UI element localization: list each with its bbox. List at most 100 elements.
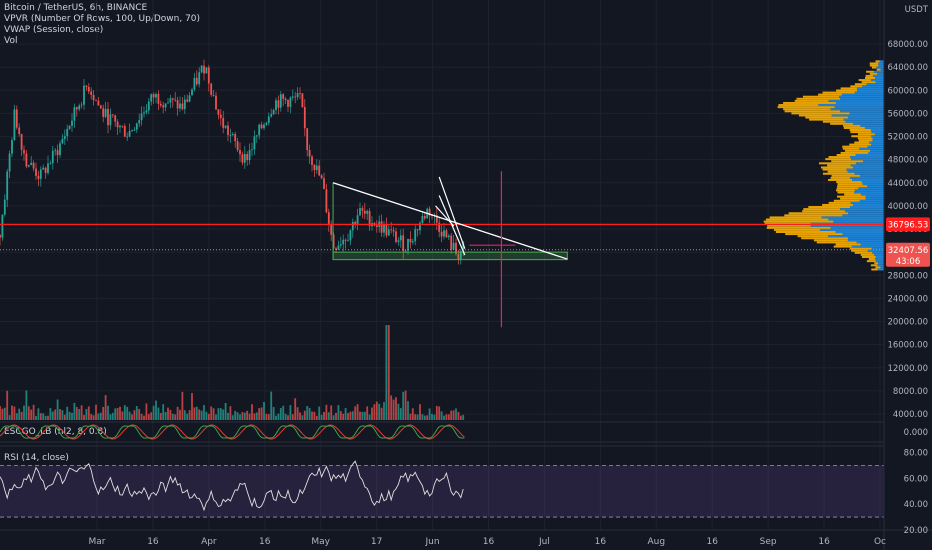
vp-bar-down — [857, 137, 873, 140]
vp-bar-up — [810, 222, 884, 225]
candle-body — [186, 99, 189, 102]
vp-bar-up — [874, 133, 884, 136]
candle-body — [157, 94, 160, 104]
volume-bar — [114, 408, 117, 420]
vp-bar-up — [876, 66, 884, 69]
vp-bar-down — [822, 172, 855, 175]
vp-bar-up — [854, 191, 884, 194]
vp-bar-down — [783, 101, 836, 104]
volume-bar — [241, 412, 244, 420]
chart-title[interactable]: Bitcoin / TetherUS, 6h, BINANCE — [4, 3, 148, 13]
candle-body — [167, 102, 169, 104]
candle-body — [243, 154, 246, 163]
y-tick-label: 56000.00 — [887, 109, 928, 119]
escgo-legend[interactable]: ESCGO_LB (hl2, 8, 0.8) — [4, 427, 107, 437]
candle-body — [66, 128, 69, 137]
vp-bar-up — [850, 164, 884, 167]
volume-bar — [188, 410, 191, 420]
volume-bar — [212, 408, 215, 420]
volume-bar — [224, 402, 227, 420]
volume-bar — [344, 408, 347, 420]
volume-bar — [287, 415, 289, 420]
x-tick-label: 16 — [595, 537, 607, 547]
vp-bar-up — [867, 185, 884, 188]
candle-body — [32, 162, 35, 169]
candle-body — [135, 123, 138, 130]
vp-bar-up — [818, 104, 884, 107]
vp-bar-down — [849, 129, 871, 132]
volume-bar — [205, 411, 208, 420]
volume-bar — [30, 409, 33, 420]
vp-bar-down — [871, 268, 878, 271]
candle-body — [111, 114, 114, 116]
volume-bar — [455, 408, 457, 420]
vp-bar-up — [871, 143, 884, 146]
candle-body — [126, 136, 129, 138]
vp-bar-up — [877, 72, 884, 75]
volume-bar — [73, 402, 76, 420]
candle-body — [440, 231, 443, 237]
candle-body — [133, 129, 136, 131]
vp-bar-down — [794, 99, 829, 102]
volume-bar — [248, 413, 251, 420]
vp-bar-up — [872, 139, 884, 142]
candle-body — [347, 240, 349, 242]
volume-bar — [193, 407, 196, 420]
vp-bar-down — [836, 187, 859, 190]
x-tick-label: Sep — [760, 537, 777, 547]
vp-bar-down — [763, 220, 834, 223]
volume-bar — [140, 413, 143, 420]
volume-bar — [267, 414, 270, 420]
candle-body — [80, 104, 83, 106]
vp-bar-down — [828, 201, 851, 204]
candle-body — [253, 136, 256, 150]
vpvr-legend[interactable]: VPVR (Number Of Rows, 100, Up/Down, 70) — [4, 14, 201, 24]
volume-bar — [411, 408, 414, 420]
volume-bar — [181, 391, 184, 420]
vp-bar-down — [828, 156, 851, 159]
candle-body — [116, 121, 119, 128]
vp-bar-down — [870, 264, 878, 267]
vp-bar-up — [873, 74, 884, 77]
volume-bar — [366, 406, 369, 420]
volume-bar — [392, 399, 395, 420]
candle-body — [423, 216, 426, 219]
candle-body — [246, 154, 249, 161]
candle-body — [131, 130, 133, 131]
volume-bar — [342, 413, 345, 420]
vwap-legend[interactable]: VWAP (Session, close) — [4, 25, 104, 35]
volume-bar — [222, 409, 225, 420]
volume-bar — [116, 408, 119, 420]
candles — [0, 59, 465, 265]
vp-bar-up — [856, 241, 884, 244]
vol-legend[interactable]: Vol — [4, 36, 18, 46]
volume-bar — [407, 401, 409, 420]
volume-bar — [174, 414, 177, 420]
candle-body — [44, 167, 47, 173]
candle-body — [299, 93, 301, 94]
volume-bar — [399, 408, 402, 420]
candle-body — [150, 94, 153, 102]
vp-bar-down — [842, 147, 860, 150]
rsi-legend[interactable]: RSI (14, close) — [4, 453, 69, 463]
candle-body — [272, 110, 275, 115]
volume-bar — [299, 412, 301, 420]
vp-bar-down — [875, 266, 881, 269]
vp-bar-down — [827, 164, 851, 167]
volume-bar — [315, 415, 318, 420]
volume-bar — [152, 405, 155, 420]
vp-bar-up — [867, 145, 884, 148]
candle-body — [275, 100, 277, 111]
candle-body — [20, 134, 23, 150]
volume-bar — [239, 414, 241, 420]
candle-body — [332, 234, 335, 249]
volume-bar — [145, 403, 148, 420]
volume-bar — [263, 402, 265, 420]
volume-profile — [763, 60, 884, 271]
volume-bar — [3, 407, 6, 420]
candle-body — [212, 94, 215, 96]
candle-body — [145, 110, 148, 113]
candle-body — [380, 221, 383, 233]
candle-body — [241, 154, 244, 163]
